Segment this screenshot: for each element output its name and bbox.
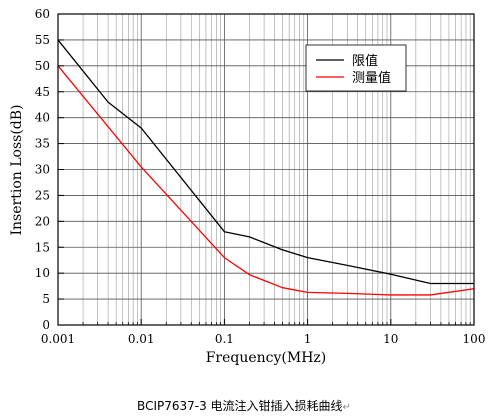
x-tick-label: 0.01 <box>128 332 155 346</box>
series-line-measured <box>57 65 475 296</box>
y-axis-label: Insertion Loss(dB) <box>9 105 25 236</box>
y-tick-label: 10 <box>35 266 50 280</box>
y-tick-label: 45 <box>35 85 50 99</box>
series-line-limit <box>57 39 474 285</box>
x-axis-label: Frequency(MHz) <box>206 350 327 366</box>
legend-box <box>305 44 407 92</box>
x-tick-label: 100 <box>463 332 486 346</box>
x-tick-label: 1 <box>304 332 312 346</box>
y-tick-label: 55 <box>35 33 50 47</box>
legend-label-measured: 测量值 <box>352 70 391 86</box>
y-tick-label: 0 <box>42 318 50 332</box>
y-tick-label: 25 <box>35 188 50 202</box>
axis-ticks <box>57 13 475 326</box>
paragraph-mark: ↵ <box>342 402 351 413</box>
caption-text: BCIP7637-3 电流注入钳插入损耗曲线 <box>137 399 343 413</box>
y-tick-label: 5 <box>42 292 50 306</box>
y-tick-label: 15 <box>35 240 50 254</box>
y-tick-label: 20 <box>35 214 50 228</box>
figure-caption: BCIP7637-3 电流注入钳插入损耗曲线↵ <box>0 397 488 414</box>
legend: 限值 测量值 <box>305 44 407 92</box>
y-tick-label: 30 <box>35 163 50 177</box>
y-tick-label: 60 <box>35 7 50 21</box>
x-tick-label: 0.001 <box>41 332 75 346</box>
y-tick-label: 50 <box>35 59 50 73</box>
insertion-loss-chart: 0.001 0.01 0.1 1 10 100 0 5 10 15 20 25 30 35 40 45 50 55… <box>9 7 486 366</box>
major-gridlines <box>57 13 475 326</box>
tick-labels: 0.001 0.01 0.1 1 10 100 0 5 10 15 20 25 30 35 40 45 50 55… <box>35 7 486 346</box>
series-layer <box>57 39 475 296</box>
y-tick-label: 35 <box>35 137 50 151</box>
x-tick-label: 0.1 <box>215 332 234 346</box>
legend-label-limit: 限值 <box>352 53 378 69</box>
y-tick-label: 40 <box>35 111 50 125</box>
x-tick-label: 10 <box>383 332 398 346</box>
